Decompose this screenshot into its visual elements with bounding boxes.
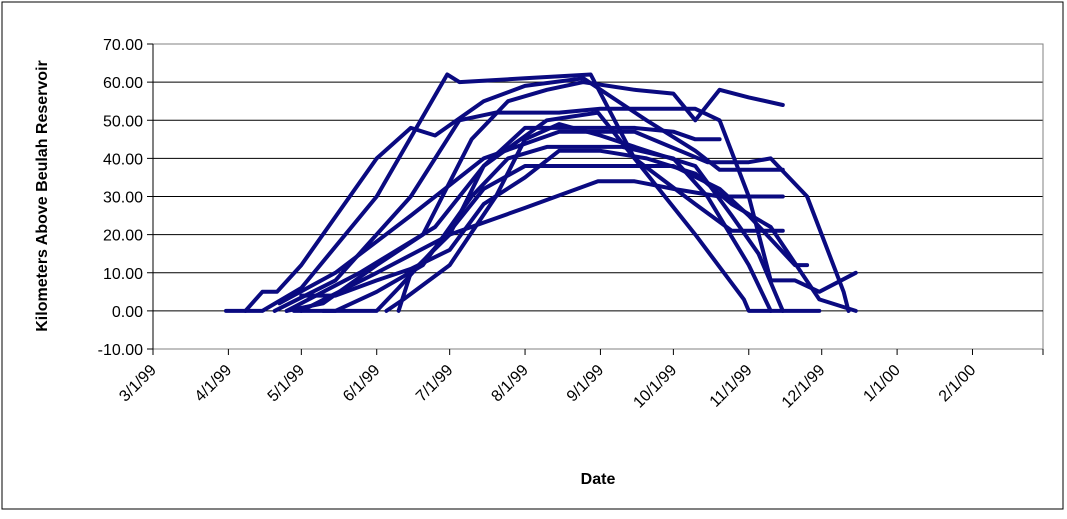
series-line-1 [224, 72, 822, 313]
y-tick-label: 50.00 [103, 113, 143, 130]
y-tick-label: 60.00 [103, 75, 143, 92]
y-tick-label: 10.00 [103, 266, 143, 283]
y-tick-label: 30.00 [103, 190, 143, 207]
y-tick-label: 70.00 [103, 37, 143, 54]
y-tick-label: 40.00 [103, 151, 143, 168]
y-tick-label: 0.00 [112, 304, 143, 321]
series-line-7 [284, 110, 785, 313]
y-axis-title: Kilometers Above Beulah Reservoir [34, 60, 51, 332]
series-line-9 [321, 164, 810, 313]
series-line-8 [292, 144, 773, 313]
series-line-11 [396, 125, 722, 313]
series-line-12 [299, 148, 858, 313]
y-tick-label: -10.00 [98, 342, 143, 359]
x-axis-title: Date [581, 471, 616, 488]
series-layer [224, 72, 858, 313]
series-line-3 [272, 106, 858, 313]
y-tick-label: 20.00 [103, 228, 143, 245]
series-line-5 [277, 129, 851, 313]
